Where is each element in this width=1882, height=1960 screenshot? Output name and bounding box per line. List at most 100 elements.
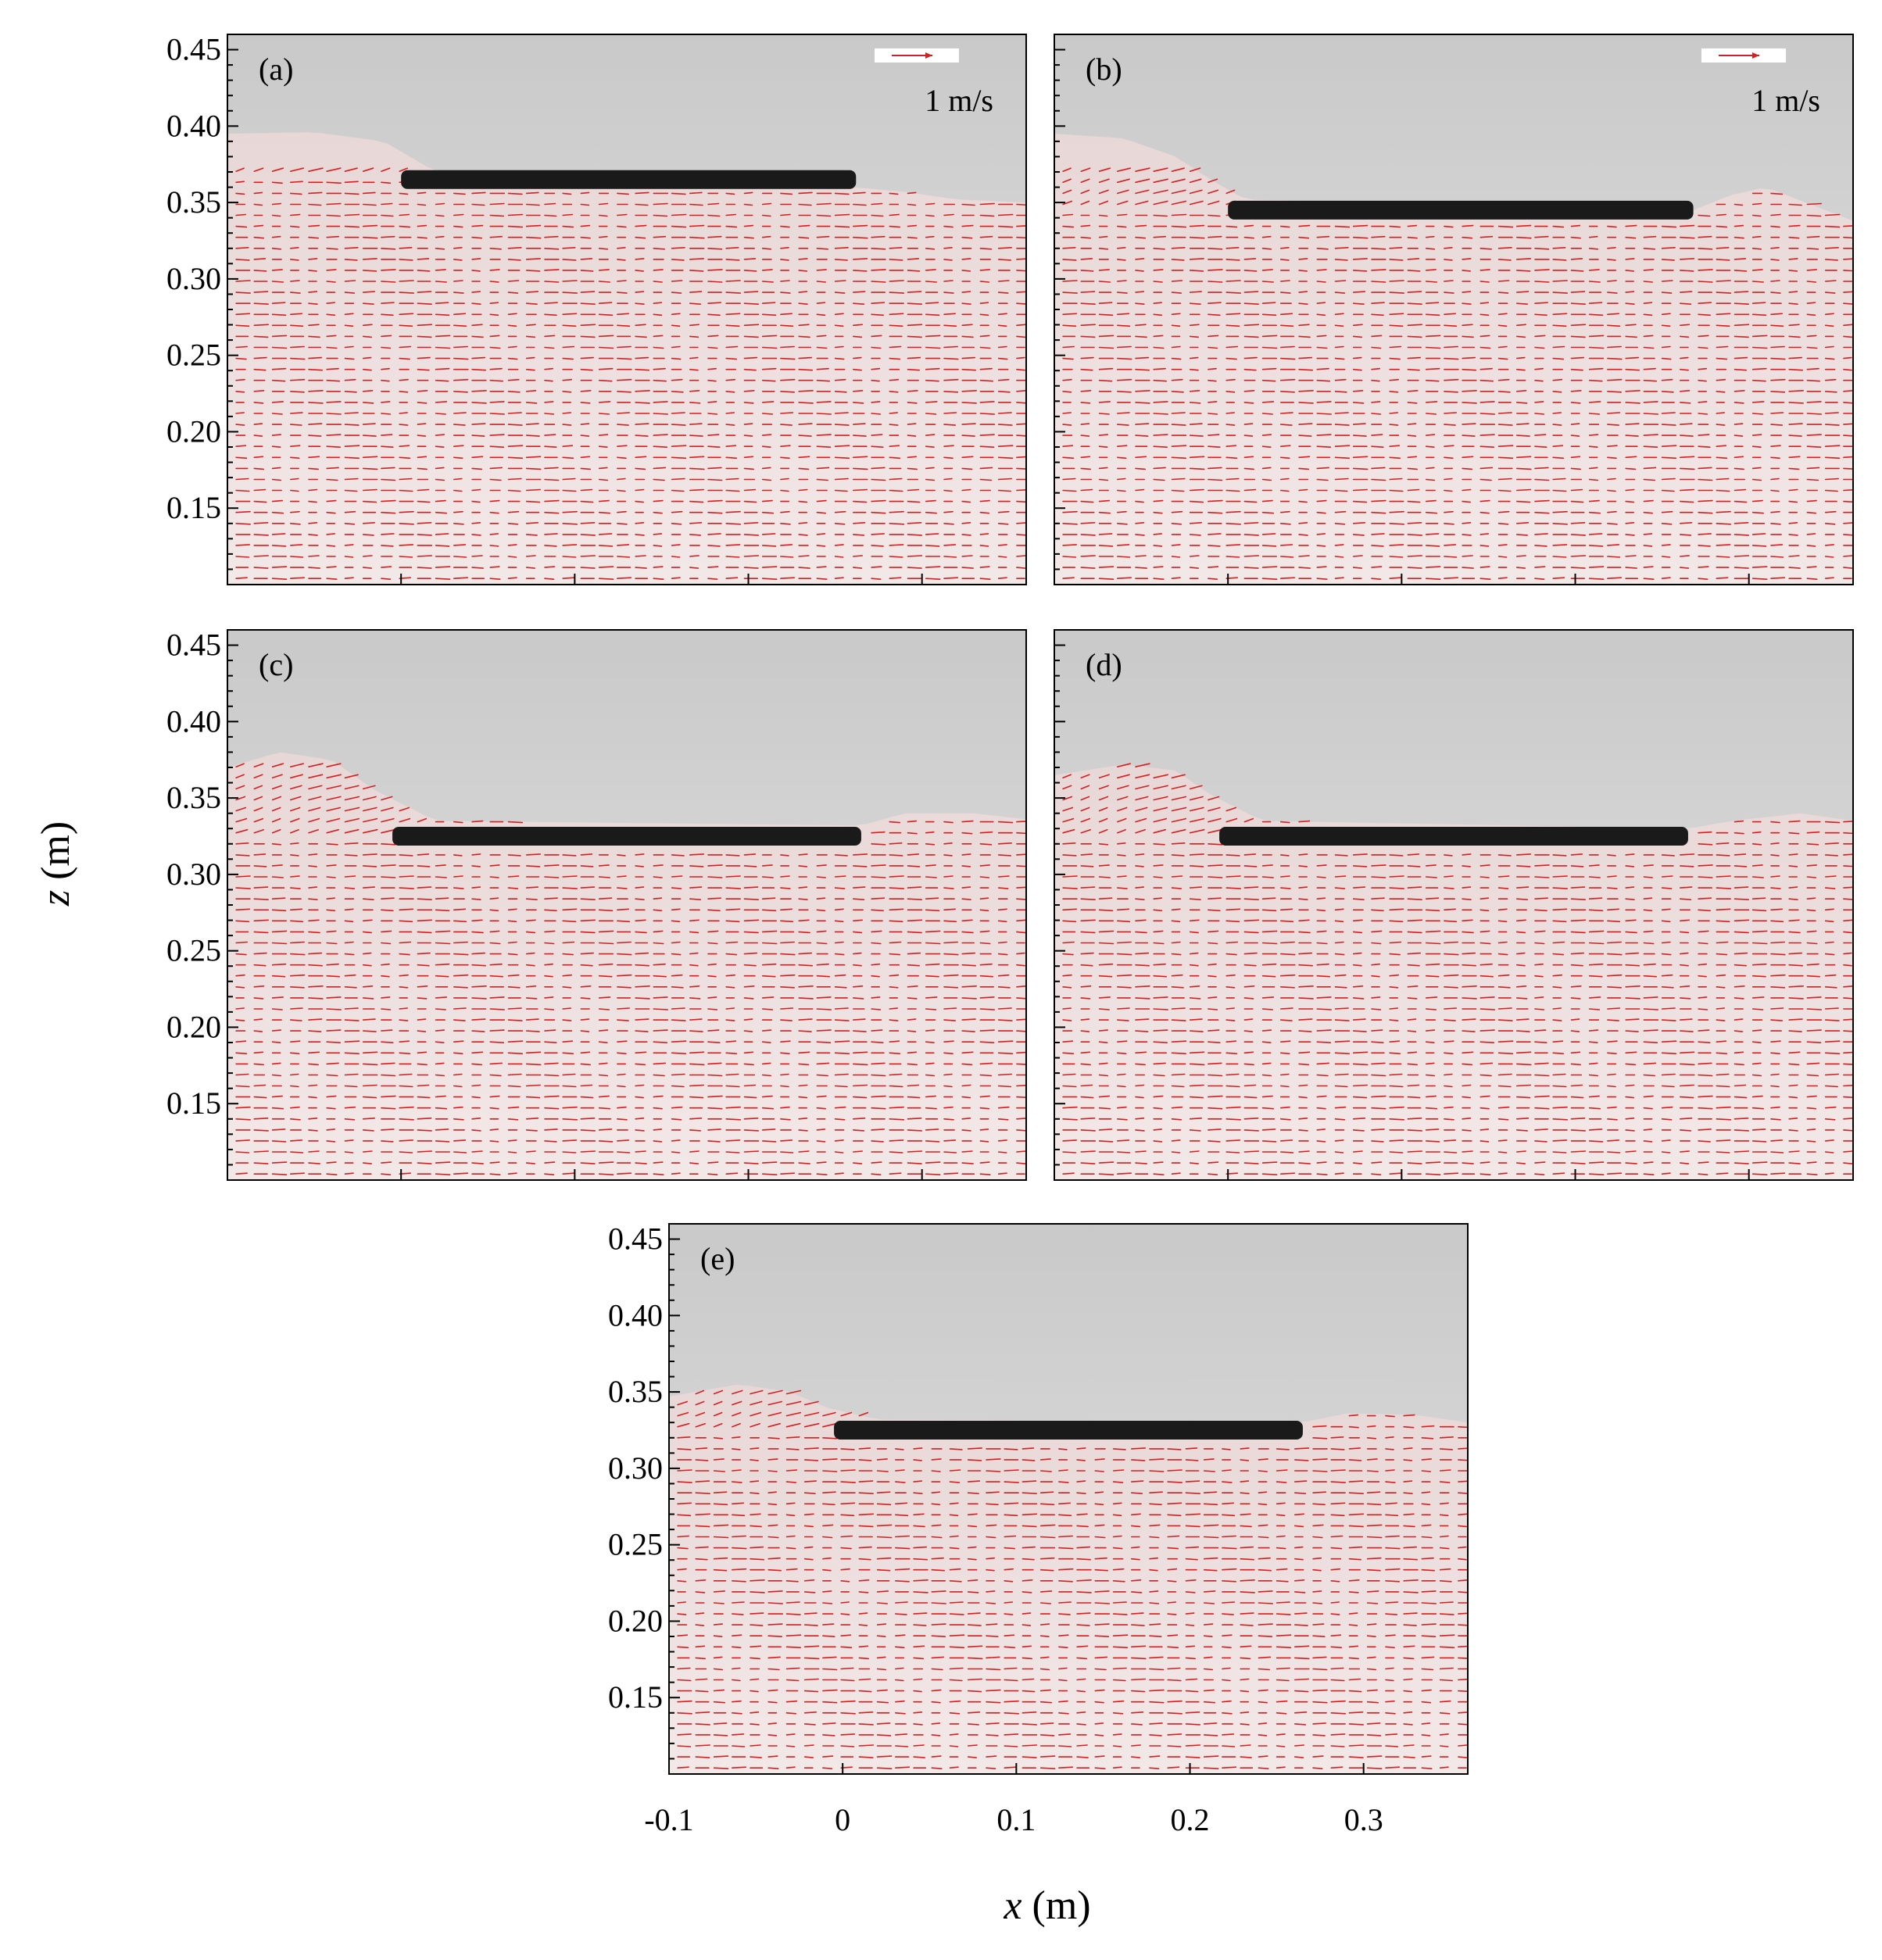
- velocity-vector: [1698, 499, 1713, 503]
- velocity-vector: [925, 281, 937, 283]
- velocity-vector: [1208, 413, 1218, 415]
- velocity-vector: [834, 510, 846, 513]
- velocity-vector: [362, 1150, 373, 1153]
- velocity-vector: [1607, 424, 1619, 426]
- velocity-vector: [1843, 435, 1853, 437]
- velocity-vector: [997, 424, 1013, 426]
- velocity-vector: [1716, 324, 1730, 327]
- velocity-vector: [743, 500, 757, 503]
- velocity-vector: [598, 413, 610, 415]
- velocity-vector: [598, 1161, 614, 1164]
- velocity-vector: [544, 467, 559, 470]
- velocity-vector: [1407, 1118, 1422, 1120]
- velocity-vector: [489, 963, 503, 966]
- velocity-vector: [1243, 1118, 1259, 1120]
- velocity-vector: [671, 477, 685, 481]
- velocity-vector: [1770, 445, 1781, 448]
- velocity-vector: [1425, 467, 1435, 470]
- velocity-vector: [1770, 192, 1784, 195]
- velocity-vector: [253, 807, 263, 812]
- velocity-vector: [1389, 477, 1403, 481]
- velocity-vector: [1570, 500, 1584, 503]
- velocity-vector: [743, 402, 754, 404]
- velocity-vector: [308, 817, 320, 823]
- velocity-vector: [525, 1051, 542, 1054]
- velocity-vector: [471, 853, 481, 856]
- velocity-vector: [707, 1173, 718, 1175]
- velocity-vector: [853, 865, 868, 867]
- velocity-vector: [1062, 378, 1072, 381]
- velocity-vector: [381, 828, 395, 834]
- velocity-vector: [1389, 445, 1401, 448]
- velocity-vector: [1534, 235, 1549, 238]
- velocity-vector: [489, 334, 500, 338]
- velocity-vector: [1407, 335, 1422, 338]
- velocity-vector: [1316, 478, 1329, 481]
- velocity-vector: [1716, 456, 1728, 460]
- velocity-vector: [1462, 302, 1472, 306]
- velocity-vector: [1189, 178, 1202, 184]
- velocity-vector: [1824, 324, 1834, 327]
- velocity-vector: [271, 367, 287, 370]
- velocity-vector: [997, 259, 1011, 261]
- velocity-vector: [689, 1118, 703, 1120]
- velocity-vector: [725, 1019, 735, 1021]
- velocity-vector: [253, 435, 263, 437]
- velocity-vector: [1407, 567, 1422, 569]
- velocity-vector: [961, 853, 971, 856]
- velocity-vector: [399, 1007, 409, 1010]
- velocity-vector: [798, 324, 810, 327]
- velocity-vector: [853, 335, 863, 338]
- velocity-vector: [1734, 291, 1749, 293]
- velocity-vector: [1497, 556, 1508, 558]
- velocity-vector: [1734, 224, 1744, 227]
- velocity-vector: [925, 930, 941, 933]
- velocity-vector: [1625, 1129, 1635, 1132]
- velocity-vector: [761, 281, 775, 283]
- velocity-vector: [871, 1095, 886, 1098]
- velocity-vector: [271, 1128, 286, 1131]
- velocity-vector: [761, 864, 773, 867]
- velocity-vector: [853, 898, 865, 900]
- velocity-vector: [562, 445, 574, 448]
- plate: [392, 827, 861, 846]
- velocity-vector: [871, 533, 885, 535]
- velocity-vector: [525, 291, 539, 293]
- velocity-vector: [743, 467, 755, 470]
- velocity-vector: [235, 510, 251, 513]
- velocity-vector: [1016, 435, 1026, 437]
- velocity-vector: [798, 456, 810, 459]
- velocity-vector: [816, 1041, 832, 1043]
- velocity-vector: [743, 324, 760, 327]
- velocity-vector: [1751, 467, 1762, 470]
- velocity-vector: [362, 1118, 376, 1120]
- velocity-vector: [943, 313, 956, 316]
- velocity-vector: [471, 820, 484, 823]
- velocity-vector: [707, 1062, 722, 1065]
- velocity-vector: [489, 1041, 505, 1043]
- velocity-vector: [362, 1096, 377, 1099]
- velocity-vector: [308, 1096, 317, 1099]
- velocity-vector: [1062, 424, 1072, 426]
- velocity-vector: [507, 821, 524, 824]
- velocity-vector: [798, 402, 814, 404]
- velocity-vector: [308, 270, 317, 272]
- velocity-vector: [1734, 270, 1748, 272]
- velocity-vector: [507, 556, 517, 558]
- velocity-vector: [943, 953, 959, 956]
- velocity-vector: [271, 499, 284, 503]
- velocity-vector: [907, 1030, 917, 1032]
- velocity-vector: [1189, 302, 1201, 306]
- velocity-vector: [834, 313, 844, 316]
- velocity-vector: [1607, 477, 1616, 481]
- velocity-vector: [1098, 178, 1110, 184]
- velocity-vector: [1588, 533, 1603, 535]
- velocity-vector: [1389, 1172, 1402, 1175]
- velocity-vector: [435, 1161, 451, 1164]
- velocity-vector: [635, 456, 647, 459]
- velocity-vector: [761, 202, 772, 206]
- velocity-vector: [889, 192, 899, 195]
- velocity-vector: [1806, 467, 1820, 470]
- velocity-vector: [707, 235, 722, 238]
- velocity-vector: [1316, 467, 1329, 470]
